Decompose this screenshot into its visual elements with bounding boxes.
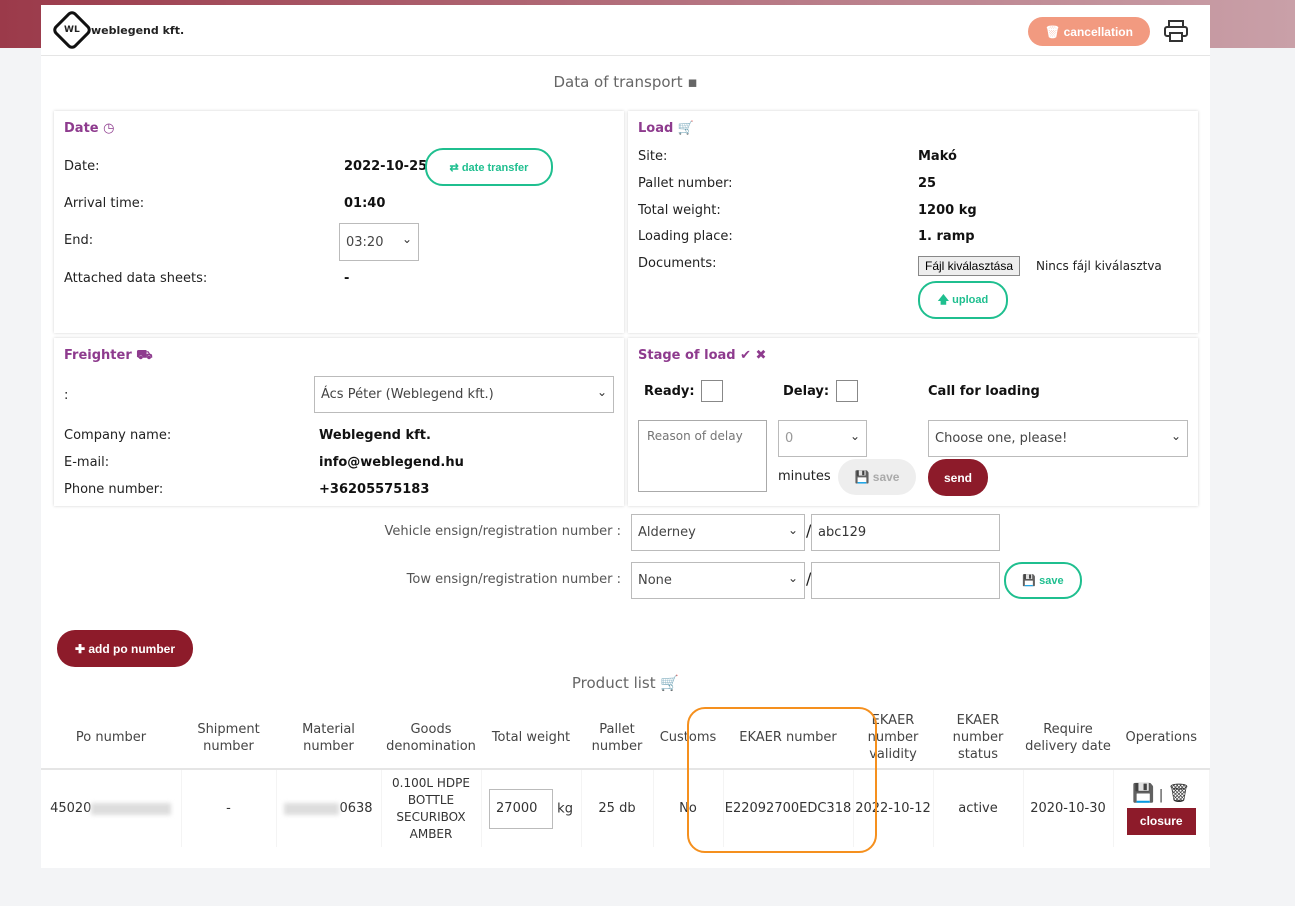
shipment-number: - <box>181 769 277 847</box>
file-choose-button[interactable]: Fájl kiválasztása <box>918 256 1021 276</box>
file-status: Nincs fájl kiválasztva <box>1036 259 1162 273</box>
goods-denomination: 0.100L HDPE BOTTLE SECURIBOX AMBER <box>381 769 482 847</box>
place-label: Loading place: <box>638 229 733 244</box>
ekaer-status: active <box>933 769 1024 847</box>
table-row: 45020 - 0638 0.100L HDPE BOTTLE SECURIBO… <box>41 769 1210 847</box>
tow-label: Tow ensign/registration number : <box>406 572 621 587</box>
column-header: EKAER number <box>723 707 853 770</box>
end-time-select[interactable]: 03:20 <box>339 223 419 261</box>
delay-minutes-select[interactable]: 0 <box>778 420 867 457</box>
site-value: Makó <box>918 149 957 164</box>
column-header: Pallet number <box>581 707 653 770</box>
delay-label: Delay: <box>783 384 830 399</box>
arrival-value: 01:40 <box>344 196 386 211</box>
registration-save-button[interactable]: 💾 save <box>1004 562 1082 599</box>
column-header: Goods denomination <box>381 707 481 770</box>
vehicle-plate-input[interactable]: abc129 <box>811 514 1000 551</box>
tow-plate-input[interactable] <box>811 562 1000 599</box>
logo: WL weblegend kft. <box>50 8 184 52</box>
trash-icon[interactable]: 🗑 <box>1167 782 1191 804</box>
printer-icon[interactable] <box>1163 19 1189 43</box>
weight-input[interactable]: 27000 <box>489 788 554 829</box>
slash: / <box>806 521 812 540</box>
freighter-panel: Freighter ⛟ : Ács Péter (Weblegend kft.)… <box>54 338 624 506</box>
weight-value: 1200 kg <box>918 203 977 218</box>
delay-checkbox[interactable] <box>836 380 858 402</box>
vehicle-label: Vehicle ensign/registration number : <box>384 524 621 539</box>
date-transfer-button[interactable]: ⇄ date transfer <box>425 148 553 186</box>
email-value: info@weblegend.hu <box>319 455 464 470</box>
blurred-text <box>284 802 340 815</box>
site-label: Site: <box>638 149 668 164</box>
blurred-text <box>91 802 172 815</box>
check-icon: ✔ <box>740 348 752 363</box>
delay-save-button[interactable]: 💾 save <box>838 459 916 495</box>
upload-button[interactable]: 🡅 upload <box>918 281 1008 319</box>
ekaer-number: E22092700EDC318 <box>723 769 854 847</box>
pallet-value: 25 <box>918 176 937 191</box>
date-value: 2022-10-25 <box>344 159 428 174</box>
ready-label: Ready: <box>644 384 695 399</box>
driver-select[interactable]: Ács Péter (Weblegend kft.) <box>314 376 614 413</box>
delivery-date: 2020-10-30 <box>1023 769 1114 847</box>
place-value: 1. ramp <box>918 229 975 244</box>
company-value: Weblegend kft. <box>319 428 431 443</box>
phone-label: Phone number: <box>64 482 164 497</box>
cancellation-button[interactable]: 🗑 cancellation <box>1028 17 1150 46</box>
load-panel: Load 🛒 Site: Makó Pallet number: 25 Tota… <box>628 111 1198 333</box>
product-list-title: Product list 🛒 <box>571 674 680 692</box>
truck-icon: ⛟ <box>136 348 153 363</box>
cart-icon: 🛒 <box>660 674 680 692</box>
company-label: Company name: <box>64 428 172 443</box>
date-panel: Date ◷ Date: 2022-10-25 ⇄ date transfer … <box>54 111 624 333</box>
page-title: Data of transport ▪ <box>553 73 698 91</box>
pallet-label: Pallet number: <box>638 176 733 191</box>
sheets-label: Attached data sheets: <box>64 271 208 286</box>
add-po-number-button[interactable]: ✚ add po number <box>57 630 193 667</box>
arrival-label: Arrival time: <box>64 196 145 211</box>
column-header: Require delivery date <box>1023 707 1113 770</box>
minutes-label: minutes <box>778 469 831 484</box>
divider <box>41 55 1210 56</box>
column-header: Total weight <box>481 707 581 770</box>
material-number: 0638 <box>339 801 373 816</box>
x-icon: ✖ <box>755 348 767 363</box>
send-button[interactable]: send <box>928 459 988 496</box>
weight-label: Total weight: <box>638 203 721 218</box>
column-header: EKAER number validity <box>853 707 933 770</box>
po-number: 45020 <box>50 801 92 816</box>
document-icon: ▪ <box>687 73 698 91</box>
date-label: Date: <box>64 159 100 174</box>
slash: / <box>806 569 812 588</box>
ekaer-validity: 2022-10-12 <box>853 769 934 847</box>
column-header: Po number <box>41 707 181 770</box>
call-label: Call for loading <box>928 384 1040 399</box>
save-icon[interactable]: 💾 <box>1132 782 1155 804</box>
tow-country-select[interactable]: None <box>631 562 805 599</box>
cart-icon: 🛒 <box>677 121 695 136</box>
product-table: Po number Shipment number Material number G… <box>41 707 1210 847</box>
unit: kg <box>557 801 573 816</box>
pallet-number: 25 db <box>581 769 654 847</box>
clock-icon: ◷ <box>103 121 115 136</box>
driver-label: : <box>64 388 69 403</box>
ready-checkbox[interactable] <box>701 380 723 402</box>
phone-value: +36205575183 <box>319 482 430 497</box>
column-header: EKAER number status <box>933 707 1023 770</box>
delay-reason-textarea[interactable] <box>638 420 767 492</box>
call-select[interactable]: Choose one, please! <box>928 420 1188 457</box>
closure-button[interactable]: closure <box>1126 807 1196 835</box>
column-header: Shipment number <box>181 707 276 770</box>
email-label: E-mail: <box>64 455 110 470</box>
transport-card: WL weblegend kft. 🗑 cancellation Data of … <box>41 5 1210 868</box>
vehicle-country-select[interactable]: Alderney <box>631 514 805 551</box>
column-header: Material number <box>276 707 381 770</box>
docs-label: Documents: <box>638 256 717 271</box>
ekaer-highlight <box>687 707 877 853</box>
stage-panel: Stage of load ✔ ✖ Ready: Delay: Call for… <box>628 338 1198 506</box>
sheets-value: - <box>344 271 350 286</box>
column-header: Operations <box>1113 707 1210 770</box>
end-label: End: <box>64 233 94 248</box>
